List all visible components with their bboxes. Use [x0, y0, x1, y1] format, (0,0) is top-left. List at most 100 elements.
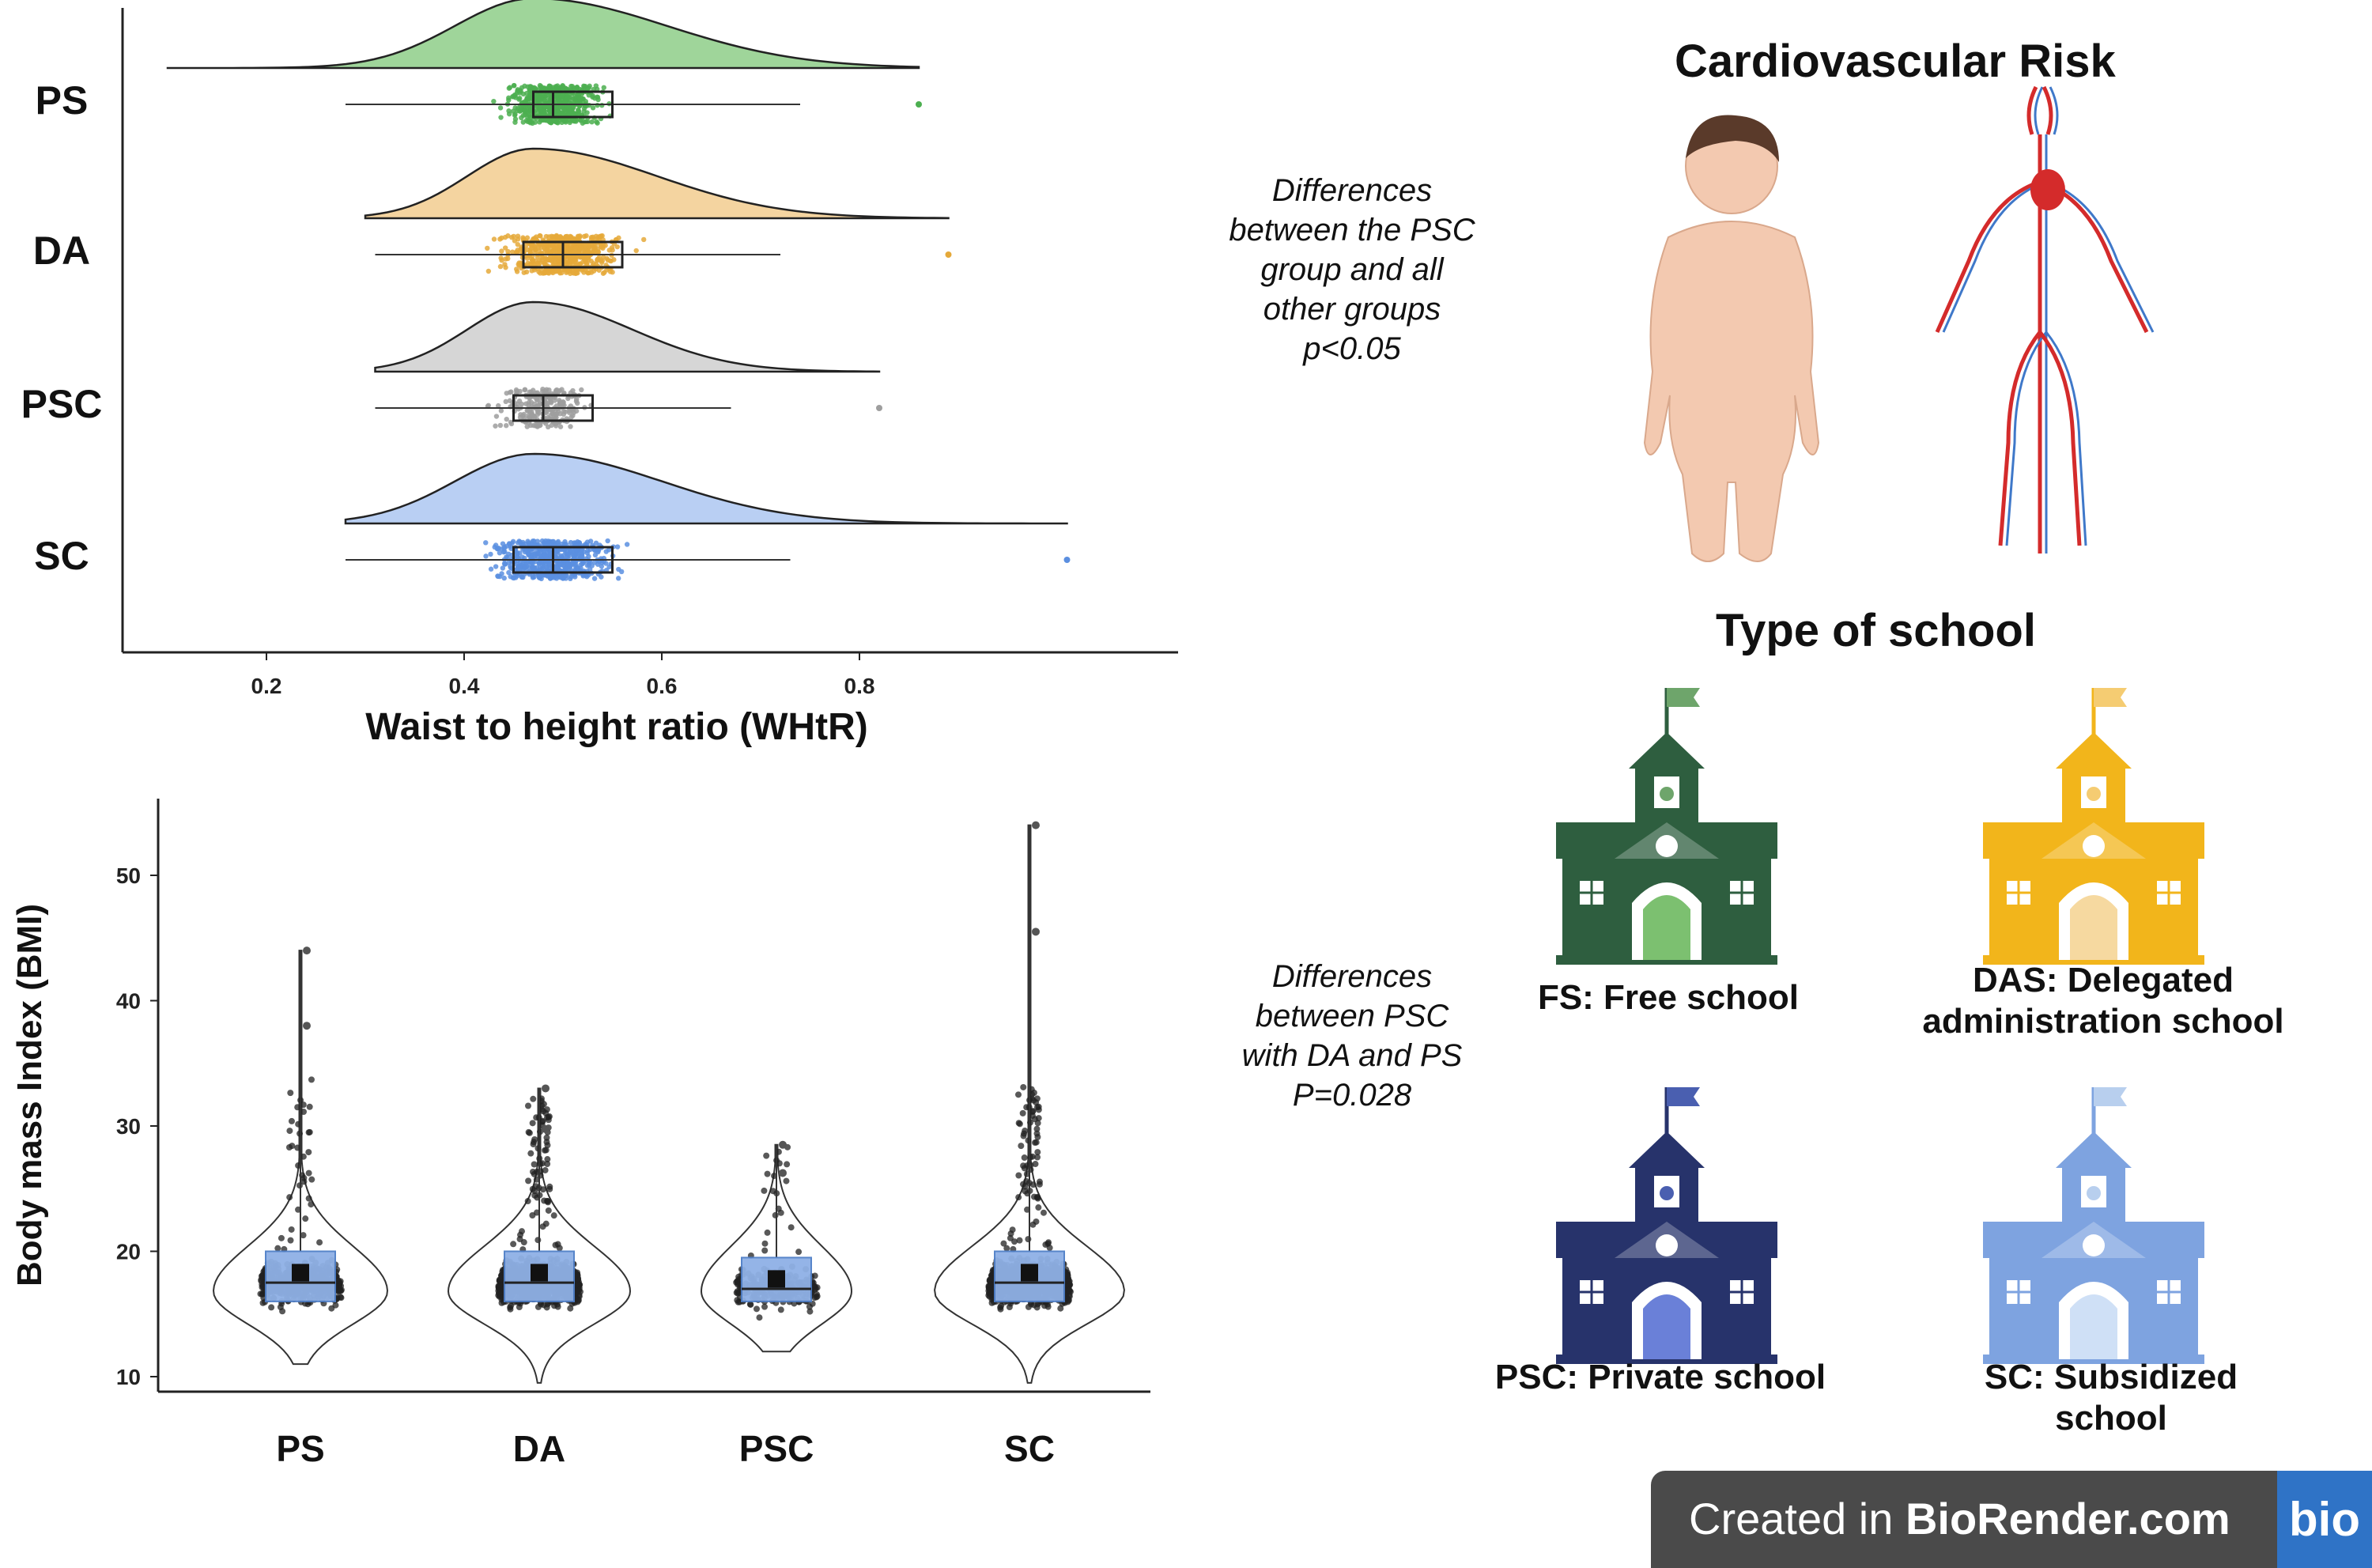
data-point — [268, 1304, 275, 1311]
data-point — [503, 399, 508, 405]
data-point — [536, 410, 542, 416]
data-point — [285, 1144, 293, 1151]
data-point — [593, 233, 599, 240]
category-label: SC — [1004, 1428, 1055, 1469]
data-point — [548, 399, 553, 405]
data-point — [483, 554, 489, 559]
data-point — [545, 1113, 552, 1120]
outlier-point — [779, 1169, 787, 1177]
data-point — [600, 245, 606, 251]
data-point — [527, 112, 532, 119]
data-point — [524, 407, 530, 414]
data-point — [562, 541, 568, 547]
data-point — [1009, 1226, 1016, 1234]
data-point — [531, 85, 537, 90]
data-point — [497, 105, 504, 111]
data-point — [565, 395, 571, 402]
data-point — [584, 232, 589, 239]
data-point — [605, 257, 610, 263]
data-point — [570, 249, 576, 255]
data-point — [526, 540, 531, 546]
data-point — [550, 411, 556, 417]
data-point — [526, 402, 531, 408]
data-point — [503, 256, 508, 262]
data-point — [589, 563, 595, 569]
data-point — [497, 550, 503, 556]
data-point — [570, 259, 576, 264]
data-point — [566, 111, 572, 116]
data-point — [580, 259, 586, 265]
data-point — [553, 565, 560, 571]
data-point — [559, 110, 565, 115]
data-point — [595, 258, 600, 263]
data-point — [1040, 1209, 1047, 1216]
data-point — [537, 96, 542, 101]
data-point — [500, 565, 506, 571]
data-point — [747, 1301, 754, 1308]
data-point — [1016, 1120, 1023, 1128]
data-point — [533, 1183, 540, 1190]
data-point — [504, 422, 509, 429]
data-point — [1036, 1181, 1043, 1188]
data-point — [529, 1120, 536, 1127]
data-point — [546, 270, 552, 276]
data-point — [485, 268, 492, 274]
data-point — [529, 257, 535, 263]
data-point — [550, 1212, 557, 1219]
data-point — [997, 1304, 1004, 1311]
mean-marker — [768, 1270, 785, 1288]
data-point — [511, 83, 517, 89]
data-point — [641, 236, 647, 243]
data-point — [572, 245, 579, 251]
data-point — [501, 575, 507, 581]
data-point — [539, 1223, 546, 1230]
data-point — [588, 270, 595, 275]
data-point — [491, 236, 497, 242]
outlier-point — [945, 251, 952, 258]
data-point — [495, 573, 500, 579]
data-point — [286, 1128, 293, 1135]
data-point — [557, 555, 563, 561]
data-point — [1031, 1116, 1038, 1123]
data-point — [1035, 1204, 1042, 1211]
category-label: PS — [276, 1428, 324, 1469]
category-label: DA — [33, 229, 90, 273]
data-point — [555, 538, 561, 545]
data-point — [550, 242, 556, 247]
data-point — [566, 105, 572, 111]
data-point — [531, 1192, 538, 1199]
data-point — [1019, 1109, 1026, 1116]
data-point — [560, 401, 566, 407]
data-point — [1030, 1089, 1037, 1096]
data-point — [502, 245, 508, 251]
data-point — [557, 561, 564, 568]
data-point — [542, 539, 547, 546]
data-point — [1015, 1172, 1022, 1179]
data-point — [546, 556, 552, 561]
data-point — [567, 548, 573, 554]
data-point — [582, 102, 587, 108]
data-point — [527, 249, 533, 255]
data-point — [539, 1118, 546, 1125]
data-point — [518, 108, 523, 114]
data-point — [564, 242, 570, 248]
data-point — [603, 549, 609, 554]
data-point — [519, 401, 525, 407]
data-point — [525, 550, 531, 557]
data-point — [574, 92, 580, 98]
data-point — [544, 1142, 551, 1149]
data-point — [552, 1241, 559, 1249]
data-point — [288, 1117, 295, 1124]
data-point — [300, 1232, 307, 1239]
data-point — [566, 259, 572, 265]
data-point — [483, 540, 489, 546]
data-point — [595, 102, 600, 108]
data-point — [633, 247, 639, 254]
data-point — [586, 572, 591, 578]
data-point — [278, 1234, 285, 1241]
data-point — [772, 1211, 779, 1219]
iqr-box — [512, 546, 614, 574]
data-point — [500, 541, 506, 546]
